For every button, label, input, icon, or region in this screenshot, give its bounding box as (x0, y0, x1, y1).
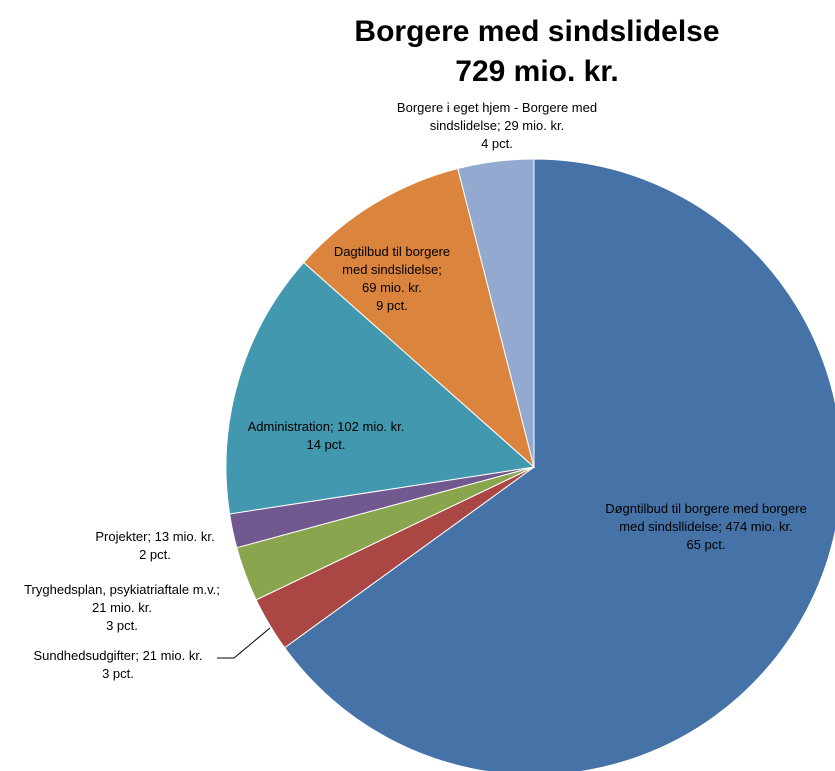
pie-slice (283, 158, 835, 771)
slice-label-line: 14 pct. (306, 437, 345, 452)
slice-label: Sundhedsudgifter; 21 mio. kr. 3 pct. (33, 648, 202, 681)
leader-lines (217, 627, 271, 659)
slice-label-line: 2 pct. (139, 547, 171, 562)
slice-label-line: 65 pct. (686, 537, 725, 552)
chart-subtitle: 729 mio. kr. (455, 55, 618, 88)
leader-line (217, 627, 271, 659)
slice-label-line: 3 pct. (102, 666, 134, 681)
slice-label-line: 4 pct. (481, 136, 513, 151)
slice-label-line: 69 mio. kr. (362, 280, 422, 295)
slice-label: Dagtilbud til borgere med sindslidelse; 69… (334, 244, 450, 313)
slice-label: Døgntilbud til borgere med borgere med si… (605, 501, 807, 552)
slice-label-line: med sindsllidelse; 474 mio. kr. (619, 519, 792, 534)
slice-label-line: sindslidelse; 29 mio. kr. (430, 118, 564, 133)
pie-slices (225, 158, 835, 771)
slice-label-line: Projekter; 13 mio. kr. (95, 529, 214, 544)
slice-label-line: 9 pct. (376, 298, 408, 313)
slice-label-line: Administration; 102 mio. kr. (248, 419, 405, 434)
slice-label: Projekter; 13 mio. kr. 2 pct. (95, 529, 214, 562)
slice-label-line: Døgntilbud til borgere med borgere (605, 501, 807, 516)
slice-label: Borgere i eget hjem - Borgere med sindsli… (397, 100, 597, 151)
slice-label-line: 21 mio. kr. (92, 600, 152, 615)
slice-label-line: Dagtilbud til borgere (334, 244, 450, 259)
slice-label-line: Tryghedsplan, psykiatriaftale m.v.; (24, 582, 220, 597)
slice-labels: Døgntilbud til borgere med borgere med si… (24, 100, 807, 681)
pie-slice (225, 261, 536, 515)
slice-label: Administration; 102 mio. kr. 14 pct. (248, 419, 405, 452)
slice-label-line: Sundhedsudgifter; 21 mio. kr. (33, 648, 202, 663)
pie-slice (457, 158, 535, 468)
slice-label: Tryghedsplan, psykiatriaftale m.v.; 21 mi… (24, 582, 220, 633)
slice-label-line: med sindslidelse; (342, 262, 442, 277)
slice-label-line: 3 pct. (106, 618, 138, 633)
chart-title: Borgere med sindslidelse (354, 15, 719, 48)
slice-label-line: Borgere i eget hjem - Borgere med (397, 100, 597, 115)
